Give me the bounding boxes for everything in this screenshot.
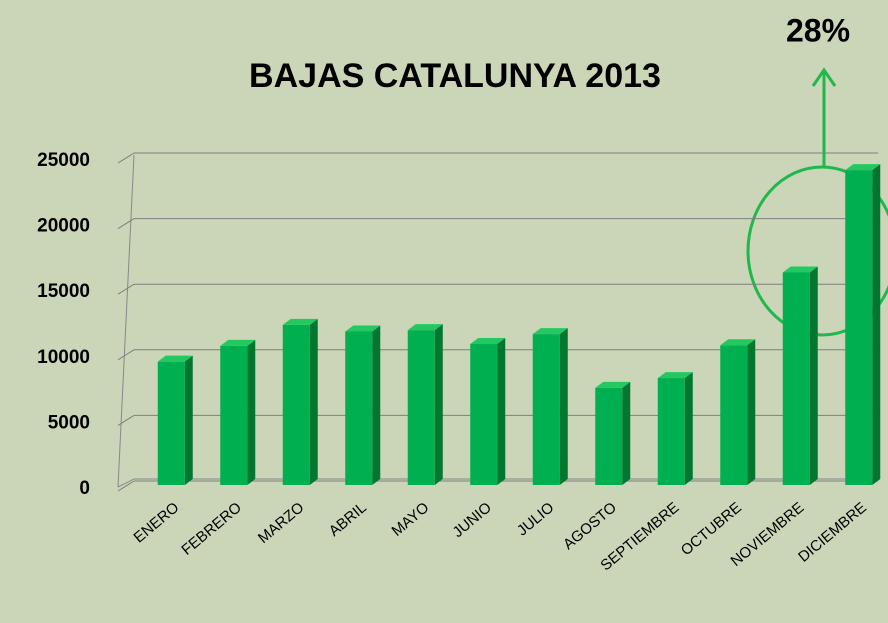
bar (845, 164, 881, 485)
bar (407, 324, 443, 485)
bar (782, 266, 818, 485)
bar-side (622, 381, 631, 485)
bar-front (282, 324, 310, 485)
y-tick-label: 0 (79, 478, 90, 499)
bar-top (782, 266, 818, 273)
bar-side (247, 339, 256, 485)
bar-side (372, 325, 381, 485)
y-tick-label: 5000 (48, 412, 90, 433)
bar-front (595, 387, 623, 485)
bar (532, 328, 568, 485)
bar-top (595, 381, 631, 388)
bar-side (872, 164, 881, 485)
grid-line-side (117, 480, 135, 492)
bar (657, 372, 693, 485)
bar-front (220, 345, 248, 485)
bar-front (657, 378, 685, 485)
bar-top (282, 318, 318, 325)
bar (220, 339, 256, 485)
bar-front (720, 345, 748, 485)
bar-top (157, 355, 193, 362)
bar (157, 355, 193, 485)
bar-side (684, 372, 693, 485)
bar-side (309, 318, 318, 485)
annotation: 28% (786, 12, 850, 48)
bar-front (407, 330, 435, 485)
bar-front (845, 170, 873, 485)
bar-top (720, 339, 756, 346)
bar (345, 325, 381, 485)
bar-side (559, 328, 568, 485)
bar-side (747, 339, 756, 485)
bar (282, 318, 318, 485)
bar-side (434, 324, 443, 485)
bar-side (184, 355, 193, 485)
y-tick-label: 25000 (37, 150, 90, 171)
bar-front (532, 334, 560, 485)
y-tick-label: 15000 (37, 281, 90, 302)
bar (720, 339, 756, 485)
bar-front (345, 331, 373, 485)
y-tick-label: 10000 (37, 347, 90, 368)
grid-line-side (117, 152, 135, 164)
bar (470, 337, 506, 485)
bar-side (497, 337, 506, 485)
chart-title: BAJAS CATALUNYA 2013 (249, 57, 661, 95)
bar-top (345, 325, 381, 332)
grid-line-side (117, 283, 135, 295)
axis-line (117, 154, 135, 488)
bar-front (470, 343, 498, 485)
grid-line-side (117, 218, 135, 230)
bar-top (407, 324, 443, 331)
bar-top (532, 328, 568, 335)
bar-front (782, 272, 810, 485)
bar (595, 381, 631, 485)
y-tick-label: 20000 (37, 216, 90, 237)
bar-front (157, 361, 185, 485)
bar-top (657, 372, 693, 379)
bar-top (845, 164, 881, 171)
highlight-circle (746, 165, 888, 337)
bar-side (809, 266, 818, 485)
grid-line-side (117, 414, 135, 426)
arrow-head (811, 67, 837, 87)
bar-top (220, 339, 256, 346)
bar-top (470, 337, 506, 344)
grid-line-side (117, 349, 135, 361)
